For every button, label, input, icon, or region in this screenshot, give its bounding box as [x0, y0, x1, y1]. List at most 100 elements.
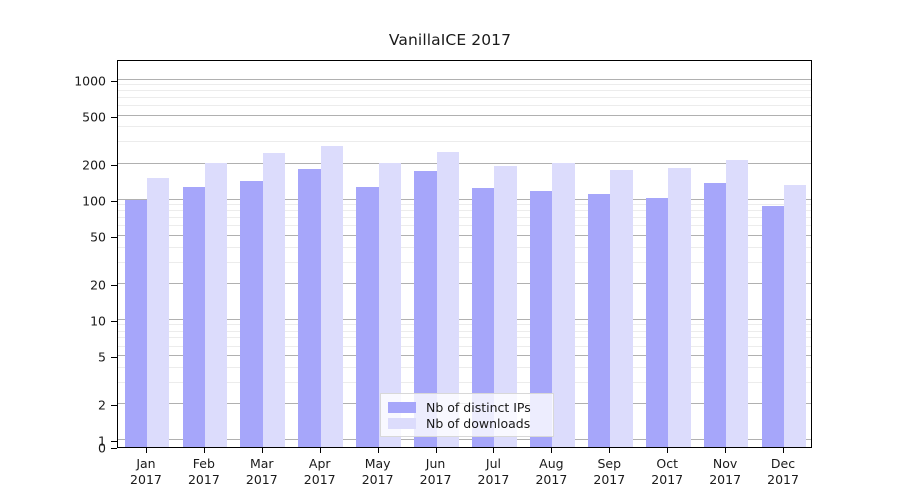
x-axis-tick-label: Sep 2017	[593, 456, 625, 488]
gridline-minor	[118, 261, 811, 263]
x-axis-tick-label-year: 2017	[651, 472, 684, 487]
bar-ips	[182, 187, 205, 447]
legend-entry-ips: Nb of distinct IPs	[388, 399, 546, 415]
gridline-minor	[118, 217, 811, 219]
gridline-major	[118, 318, 811, 320]
x-axis-tick-mark	[725, 448, 727, 453]
y-axis-tick-mark	[111, 320, 117, 322]
gridline-minor	[118, 366, 811, 368]
bar-ips	[761, 206, 785, 447]
bar-ips	[472, 188, 495, 447]
y-axis-tick-mark	[111, 80, 117, 82]
x-axis-tick-mark	[319, 448, 321, 453]
gridline-major	[118, 78, 811, 80]
x-axis-tick-label: Jun 2017	[420, 456, 452, 488]
x-axis-tick-label-year: 2017	[767, 472, 799, 487]
y-axis-tick-mark	[111, 357, 117, 359]
y-axis-tick-labels: 0 1 2 5 10 20 50 100 200 500 1000	[0, 60, 106, 455]
y-axis-tick-label: 500	[82, 109, 106, 125]
legend-swatch-icon-downloads	[388, 417, 416, 429]
x-axis-tick-label: Feb 2017	[188, 456, 220, 488]
gridline-minor	[118, 204, 811, 206]
gridline-minor	[118, 324, 811, 326]
bar-downloads	[726, 159, 749, 447]
y-axis-tick-mark	[111, 448, 117, 449]
y-axis-tick-mark	[111, 284, 117, 286]
y-axis-tick-mark	[111, 116, 117, 118]
bar-downloads	[378, 163, 401, 447]
y-axis-tick-label: 2	[98, 397, 106, 413]
gridline-minor	[118, 97, 811, 99]
x-axis-tick-label-month: Jun	[425, 456, 446, 471]
y-axis-tick-mark	[111, 441, 117, 442]
y-axis-tick-mark	[111, 404, 117, 406]
x-axis-tick-mark	[377, 448, 379, 453]
x-axis-tick-label: Oct 2017	[651, 456, 683, 488]
plot-area	[117, 60, 812, 448]
x-axis-tick-label-year: 2017	[477, 472, 510, 487]
gridline-major	[118, 234, 811, 236]
x-axis-tick-label-month: Jan	[136, 456, 156, 471]
bar-ips	[356, 187, 379, 447]
legend-swatch-icon-ips	[388, 401, 416, 413]
x-axis-tick-label-month: Feb	[192, 456, 215, 471]
x-axis-tick-labels: Jan 2017 Feb 2017 Mar 2017 Apr 2017 May 2017 Jun 20…	[117, 456, 812, 496]
bar-ips	[124, 199, 147, 447]
gridline-major	[118, 439, 811, 440]
x-axis-tick-label-month: Aug	[539, 456, 564, 471]
x-axis-tick-label-year: 2017	[419, 472, 452, 487]
x-axis-tick-label: Jul 2017	[478, 456, 510, 488]
chart-title: VanillaICE 2017	[388, 31, 512, 49]
legend-label-ips: Nb of distinct IPs	[426, 399, 531, 415]
bar-ips	[414, 171, 437, 447]
y-axis-tick-label: 0	[98, 440, 106, 456]
x-axis-tick-mark	[667, 448, 669, 453]
x-axis-tick-label-year: 2017	[187, 472, 220, 487]
x-axis-tick-label-month: Dec	[770, 456, 796, 471]
x-axis-tick-label: May 2017	[362, 456, 394, 488]
bar-downloads	[320, 145, 343, 447]
gridline-minor	[118, 141, 811, 143]
gridline-minor	[118, 225, 811, 227]
y-axis-tick-mark	[111, 164, 117, 166]
y-axis-tick-label: 100	[82, 193, 106, 209]
y-axis-tick-mark	[111, 236, 117, 238]
x-axis-tick-mark	[551, 448, 553, 453]
bar-ips	[298, 169, 321, 447]
y-axis-tick-label: 200	[82, 157, 106, 173]
x-axis-tick-label-year: 2017	[245, 472, 278, 487]
bar-downloads	[668, 167, 691, 447]
x-axis-tick-label-month: Mar	[249, 456, 274, 471]
bar-downloads	[784, 184, 807, 447]
gridline-minor	[118, 345, 811, 347]
x-axis-tick-label-month: Sep	[597, 456, 622, 471]
x-axis-tick-label-year: 2017	[709, 472, 742, 487]
gridline-major	[118, 355, 811, 357]
x-axis-tick-marks	[117, 448, 812, 455]
x-axis-tick-label-month: May	[364, 456, 391, 471]
bar-ips	[645, 197, 669, 447]
y-axis-tick-label: 5	[98, 349, 106, 365]
gridline-minor	[118, 84, 811, 86]
x-axis-tick-mark	[493, 448, 495, 453]
gridline-minor	[118, 90, 811, 92]
x-axis-tick-label-month: Nov	[712, 456, 738, 471]
x-axis-tick-mark	[783, 448, 785, 453]
x-axis-tick-mark	[261, 448, 263, 453]
x-axis-tick-label-year: 2017	[303, 472, 336, 487]
y-axis-tick-label: 20	[90, 277, 106, 293]
x-axis-tick-label: Jan 2017	[130, 456, 162, 488]
x-axis-tick-label: Mar 2017	[246, 456, 278, 488]
gridline-major	[118, 198, 811, 200]
y-axis-tick-label: 50	[90, 229, 106, 245]
gridline-minor	[118, 126, 811, 128]
bar-downloads	[204, 162, 228, 447]
y-axis-tick-label: 10	[90, 313, 106, 329]
legend-label-downloads: Nb of downloads	[426, 415, 531, 431]
x-axis-tick-label-year: 2017	[361, 472, 394, 487]
x-axis-tick-label: Dec 2017	[767, 456, 799, 488]
bar-downloads	[610, 169, 633, 447]
bar-ips	[240, 181, 263, 447]
gridline-minor	[118, 105, 811, 107]
